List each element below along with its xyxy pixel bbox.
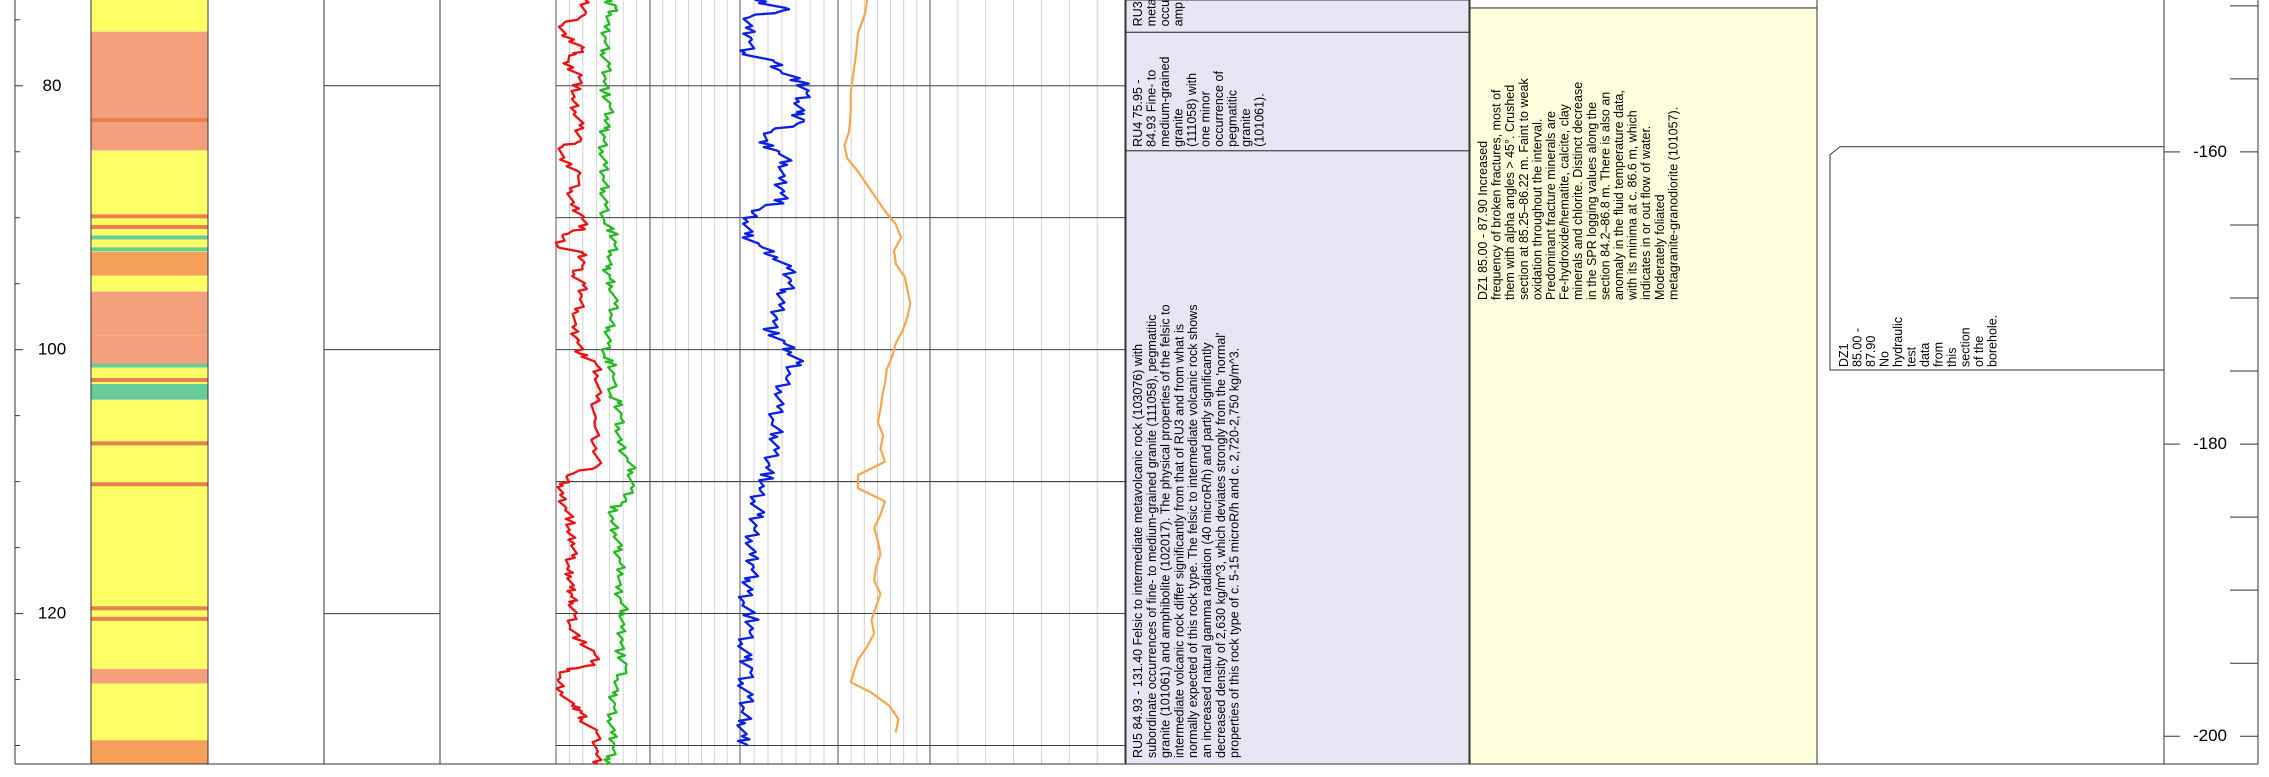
unit-text-ru3: RU3metaoccuamp xyxy=(1131,0,1186,26)
deformation-zone-text-line: Moderately foliated xyxy=(1653,194,1667,300)
hydraulic-note-text-line: No xyxy=(1878,351,1892,367)
deformation-zone-text-line: in the SPR logging values along the xyxy=(1585,102,1599,300)
lithology-band-stripe xyxy=(91,616,208,621)
deformation-zone-text-line: them with alpha angles > 45°. Crushed xyxy=(1503,85,1517,300)
unit-text-ru4-line: RU4 75.95 - xyxy=(1131,79,1145,146)
deformation-zone-text-line: DZ1 85.00 - 87.90 Increased xyxy=(1476,141,1490,300)
deformation-zone-text-line: metagranite-granodiorite (101057). xyxy=(1666,107,1680,300)
deformation-zone-box xyxy=(1469,7,1818,765)
lithology-interval-amphibolite xyxy=(91,383,208,400)
unit-text-ru4-line: one minor xyxy=(1199,91,1213,147)
unit-box-ru3 xyxy=(1125,0,1470,33)
deformation-zone-text-line: anomaly in the fluid temperature data, xyxy=(1612,90,1626,300)
unit-text-ru5-line: decreased density of 2,630 kg/m^3, which… xyxy=(1214,333,1228,758)
log-curve-3 xyxy=(843,0,912,733)
unit-text-ru4-line: occurrence of xyxy=(1212,71,1226,147)
hydraulic-note-text-line: test xyxy=(1905,346,1919,367)
lithology-interval-metavolcanic xyxy=(91,291,208,336)
left-axis-tick-label: 100 xyxy=(38,340,66,359)
deformation-zone-text: DZ1 85.00 - 87.90 Increasedfrequency of … xyxy=(1476,78,1680,301)
deformation-zone-text-line: section at 85.25–86.22 m. Faint to weak xyxy=(1517,78,1531,300)
unit-text-ru4-line: medium-grained xyxy=(1158,56,1172,146)
hydraulic-note-text-line: from xyxy=(1932,342,1946,367)
lithology-band-amphibolite xyxy=(91,363,208,368)
lithology-band-stripe xyxy=(91,606,208,611)
deformation-zone-text-line: frequency of broken fractures, most of xyxy=(1490,89,1504,300)
left-axis-tick-label: 80 xyxy=(43,76,62,95)
hydraulic-note-text-line: this xyxy=(1945,348,1959,367)
deformation-zone-text-line: minerals and chlorite. Distinct decrease xyxy=(1571,82,1585,300)
lithology-interval-granite xyxy=(91,683,208,741)
lithology-interval-granite xyxy=(91,275,208,292)
unit-text-ru3-line: meta xyxy=(1145,0,1159,26)
log-curve-0 xyxy=(554,0,603,766)
hydraulic-note-text-line: borehole. xyxy=(1986,315,2000,367)
lithology-band-stripe xyxy=(91,482,208,487)
deformation-zone-text-line: with its minima at c. 86.6 m, which xyxy=(1626,110,1640,301)
unit-text-ru4-line: granite xyxy=(1239,109,1253,147)
unit-text-ru5-line: properties of this rock type of c. 5-15 … xyxy=(1228,348,1242,758)
left-axis-tick-label: 120 xyxy=(38,604,66,623)
deformation-zone-text-line: Predominant fracture minerals are xyxy=(1544,111,1558,300)
hydraulic-note-text: DZ185.00 -87.90Nohydraulictestdatafromth… xyxy=(1837,315,2000,367)
right-axis-tick-label: -200 xyxy=(2193,726,2227,745)
lithology-interval-metavolcanic xyxy=(91,335,208,367)
hydraulic-note-box xyxy=(1829,146,2165,371)
lithology-band-stripe xyxy=(91,118,208,123)
log-curve-1 xyxy=(597,0,637,766)
deformation-zone-text-line: oxidation throughout the interval. xyxy=(1530,119,1544,300)
lithology-band-stripe xyxy=(91,214,208,219)
hydraulic-note-text-line: of the xyxy=(1972,336,1986,367)
unit-box-ru5 xyxy=(1125,150,1470,765)
right-axis-tick-label: -160 xyxy=(2193,142,2227,161)
hydraulic-note-text-line: section xyxy=(1959,327,1973,367)
unit-text-ru4-line: pegmatitic xyxy=(1226,90,1240,147)
unit-text-ru4-line: (111058) with xyxy=(1185,73,1199,147)
deformation-zone-text-line: indicates in or out flow of water. xyxy=(1639,126,1653,300)
lithology-interval-metavolcanic xyxy=(91,668,208,684)
deformation-zone-text-line: Fe-hydroxide/hematite, calcite, clay xyxy=(1558,103,1572,300)
hydraulic-note-text-line: 87.90 xyxy=(1864,336,1878,367)
hydraulic-note-text-line: hydraulic xyxy=(1891,317,1905,367)
unit-text-ru3-line: RU3 xyxy=(1131,1,1145,26)
lithology-band-amphibolite xyxy=(91,235,208,240)
unit-text-ru3-line: occu xyxy=(1158,0,1172,26)
unit-text-ru4-line: (101061). xyxy=(1253,93,1267,147)
hydraulic-note-text-line: data xyxy=(1918,343,1932,367)
unit-text-ru4-line: granite xyxy=(1172,109,1186,147)
unit-text-ru5-line: subordinate occurrences of fine- to medi… xyxy=(1145,314,1159,758)
unit-text-ru3-line: amp xyxy=(1172,2,1186,26)
right-axis-tick-label: -180 xyxy=(2193,434,2227,453)
unit-text-ru5: RU5 84.93 - 131.40 Felsic to intermediat… xyxy=(1131,304,1242,758)
deformation-zone-text-line: section 84.2–86.8 m. There is also an xyxy=(1598,92,1612,300)
log-curve-2 xyxy=(736,0,811,747)
hydraulic-note-text-line: 85.00 - xyxy=(1851,328,1865,367)
unit-text-ru5-line: RU5 84.93 - 131.40 Felsic to intermediat… xyxy=(1131,344,1145,758)
lithology-band-stripe xyxy=(91,224,208,229)
lithology-band-amphibolite xyxy=(91,247,208,252)
lithology-band-stripe xyxy=(91,441,208,446)
unit-box-ru4 xyxy=(1125,31,1470,152)
unit-text-ru5-line: granite (101061) and amphibolite (102017… xyxy=(1159,304,1173,758)
lithology-interval-granite xyxy=(91,150,208,235)
unit-text-ru5-line: normally expected of this rock type. The… xyxy=(1186,305,1200,758)
hydraulic-note-text-line: DZ1 xyxy=(1837,343,1851,367)
unit-text-ru4: RU4 75.95 -84.93 Fine- tomedium-grainedg… xyxy=(1131,56,1267,146)
lithology-interval-metavolcanic xyxy=(91,31,208,151)
lithology-interval-pegmatite xyxy=(91,252,208,276)
unit-text-ru4-line: 84.93 Fine- to xyxy=(1145,70,1159,147)
lithology-interval-granite xyxy=(91,0,208,32)
lithology-interval-pegmatite xyxy=(91,740,208,764)
unit-text-ru5-line: intermediate volcanic rock differ signif… xyxy=(1172,324,1186,758)
lithology-interval-granite xyxy=(91,399,208,669)
lithology-band-stripe xyxy=(91,378,208,383)
unit-text-ru5-line: an increased natural gamma radiation (40… xyxy=(1200,342,1214,758)
